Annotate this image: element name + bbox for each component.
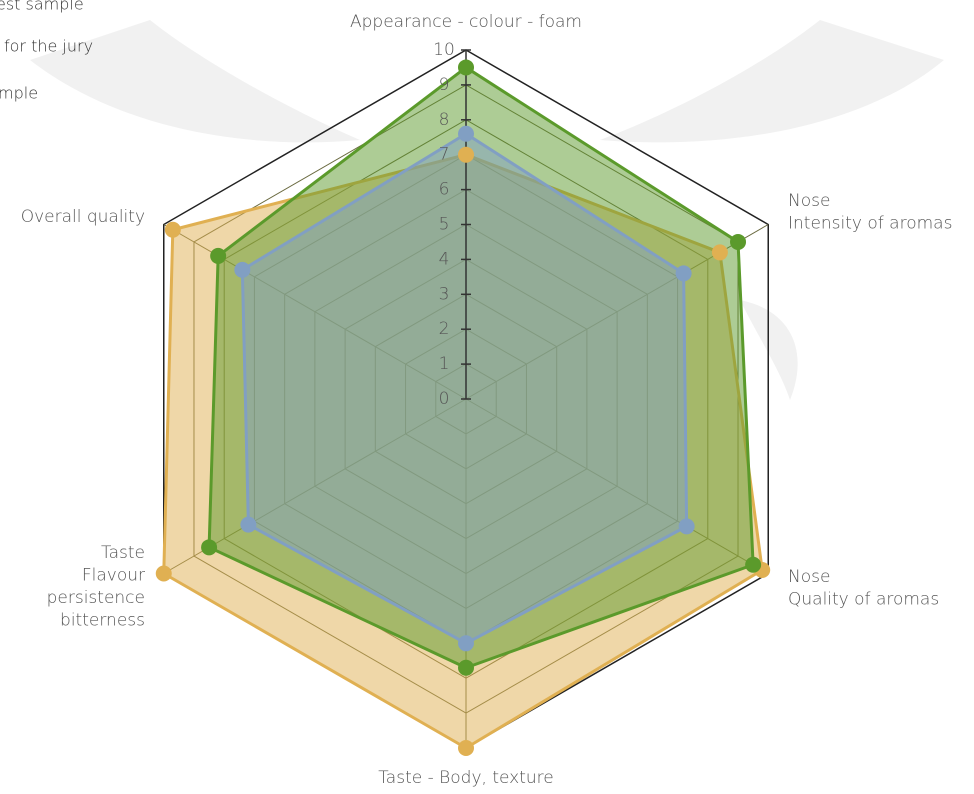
data-point [156,566,172,582]
data-point [745,557,761,573]
data-point [458,660,474,676]
tick-label: 2 [439,319,450,339]
data-point [201,539,217,555]
tick-label: 1 [439,354,450,374]
data-point [712,244,728,260]
tick-label: 6 [439,180,450,200]
tick-label: 0 [439,389,450,409]
tick-label: 8 [439,110,450,130]
data-point [234,262,250,278]
data-point [458,126,474,142]
category-label: Appearance - colour - foam [350,12,582,32]
category-label: Taste - Body, texture [378,768,554,788]
legend-label: mple [0,84,38,103]
tick-label: 10 [433,40,455,60]
tick-label: 5 [439,215,450,235]
category-label: Nose [788,567,830,587]
category-label: Taste [101,543,145,563]
tick-label: 3 [439,284,450,304]
data-point [676,265,692,281]
category-label: persistence [47,588,145,608]
chart: 0 1 2 3 4 5 6 7 8 9 10 Appearance - colour - foam N… [0,0,974,794]
category-label: Overall quality [21,207,145,227]
watermark-shape [600,20,944,142]
data-point [730,234,746,250]
data-point [210,248,226,264]
data-point [458,740,474,756]
legend-label: est sample [0,0,84,14]
data-point [679,518,695,534]
tick-label: 4 [439,249,450,269]
legend-label: for the jury [4,37,93,56]
data-point [458,147,474,163]
category-label: bitterness [60,611,145,631]
data-point [458,59,474,75]
data-point [165,222,181,238]
tick-label: 9 [439,75,450,95]
category-label: Quality of aromas [788,590,939,610]
data-point [458,635,474,651]
tick-label: 7 [439,145,450,165]
category-label: Flavour [82,566,145,586]
page: {"chart_data": { "type": "radar", "categ… [0,0,974,794]
data-point [240,517,256,533]
category-label: Intensity of aromas [788,214,952,234]
category-label: Nose [788,191,830,211]
